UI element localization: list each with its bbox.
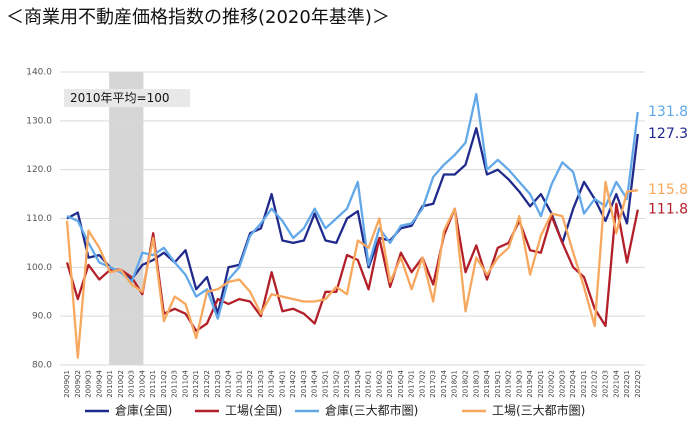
- x-tick-label: 2009Q1: [63, 370, 71, 398]
- x-tick-label: 2016Q3: [386, 370, 394, 398]
- x-tick-label: 2013Q4: [268, 369, 276, 397]
- x-tick-label: 2014Q3: [300, 370, 308, 398]
- x-tick-label: 2017Q3: [429, 370, 437, 398]
- x-tick-label: 2020Q4: [569, 369, 577, 397]
- x-tick-label: 2012Q3: [214, 370, 222, 398]
- x-tick-label: 2018Q1: [451, 370, 459, 398]
- chart-title: ＜商業用不動産価格指数の推移(2020年基準)＞: [6, 7, 390, 28]
- series-line: [65, 180, 638, 359]
- x-tick-label: 2014Q2: [289, 370, 297, 398]
- x-tick-label: 2022Q2: [634, 370, 642, 398]
- y-tick-label: 120.0: [26, 165, 52, 175]
- x-tick-label: 2013Q3: [257, 370, 265, 398]
- y-tick-label: 140.0: [26, 68, 52, 78]
- legend-label: 工場(全国): [225, 403, 282, 418]
- y-tick-label: 100.0: [26, 263, 52, 273]
- y-tick-label: 90.0: [32, 312, 52, 322]
- legend-label: 工場(三大都市圏): [492, 403, 585, 418]
- x-tick-label: 2015Q3: [343, 370, 351, 398]
- x-tick-label: 2014Q1: [278, 370, 286, 398]
- x-tick-label: 2011Q3: [171, 370, 179, 398]
- y-tick-label: 130.0: [26, 116, 52, 126]
- end-value-label: 115.8: [648, 182, 688, 198]
- x-tick-label: 2010Q1: [106, 370, 114, 398]
- x-tick-label: 2020Q1: [537, 370, 545, 398]
- x-tick-label: 2009Q2: [74, 370, 82, 398]
- legend-label: 倉庫(三大都市圏): [325, 403, 418, 418]
- x-tick-label: 2017Q4: [440, 369, 448, 397]
- x-tick-label: 2011Q2: [160, 370, 168, 398]
- y-tick-label: 110.0: [26, 214, 52, 224]
- annotation-box: [64, 89, 190, 107]
- x-tick-label: 2021Q3: [602, 370, 610, 398]
- end-value-label: 111.8: [648, 202, 688, 218]
- x-tick-label: 2018Q2: [461, 370, 469, 398]
- x-tick-label: 2016Q2: [375, 370, 383, 398]
- x-tick-label: 2018Q4: [483, 369, 491, 397]
- x-tick-label: 2019Q4: [526, 369, 534, 397]
- end-value-label: 131.8: [648, 104, 688, 120]
- x-tick-label: 2015Q1: [321, 370, 329, 398]
- y-tick-label: 80.0: [32, 361, 52, 371]
- x-tick-label: 2016Q4: [397, 369, 405, 397]
- x-tick-label: 2011Q4: [181, 369, 189, 397]
- x-tick-label: 2013Q1: [235, 370, 243, 398]
- x-tick-label: 2021Q4: [612, 369, 620, 397]
- x-tick-label: 2020Q2: [548, 370, 556, 398]
- end-value-label: 127.3: [648, 126, 688, 142]
- x-tick-label: 2012Q4: [225, 369, 233, 397]
- x-tick-label: 2022Q1: [623, 370, 631, 398]
- x-tick-label: 2013Q2: [246, 370, 254, 398]
- x-tick-label: 2017Q1: [408, 370, 416, 398]
- x-tick-label: 2020Q3: [558, 370, 566, 398]
- x-tick-label: 2019Q3: [515, 370, 523, 398]
- x-tick-label: 2015Q4: [354, 369, 362, 397]
- x-tick-label: 2010Q3: [128, 370, 136, 398]
- x-tick-label: 2019Q2: [505, 370, 513, 398]
- series-line: [66, 127, 639, 315]
- series-line: [66, 92, 639, 320]
- x-tick-label: 2012Q1: [192, 370, 200, 398]
- x-tick-label: 2009Q4: [95, 369, 103, 397]
- x-tick-label: 2016Q1: [365, 370, 373, 398]
- annotation: 2010年平均=100: [70, 91, 170, 105]
- x-tick-label: 2011Q1: [149, 370, 157, 398]
- x-tick-label: 2021Q2: [591, 370, 599, 398]
- x-tick-label: 2014Q4: [311, 369, 319, 397]
- x-tick-label: 2009Q3: [85, 370, 93, 398]
- x-tick-label: 2010Q4: [138, 369, 146, 397]
- x-tick-label: 2010Q2: [117, 370, 125, 398]
- x-tick-label: 2021Q1: [580, 370, 588, 398]
- x-tick-label: 2015Q2: [332, 370, 340, 398]
- legend-label: 倉庫(全国): [115, 403, 172, 418]
- x-tick-label: 2019Q1: [494, 370, 502, 398]
- x-tick-label: 2012Q2: [203, 370, 211, 398]
- x-tick-label: 2018Q3: [472, 370, 480, 398]
- x-tick-label: 2017Q2: [418, 370, 426, 398]
